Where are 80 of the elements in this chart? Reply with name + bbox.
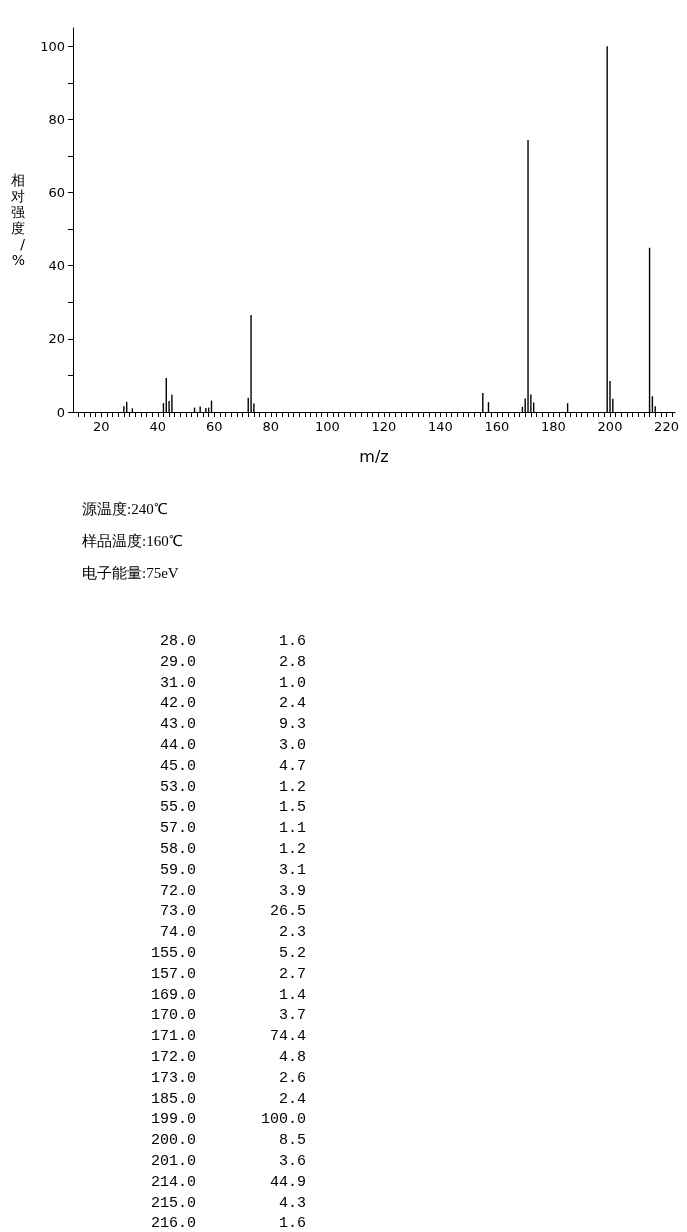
text: 3.1 xyxy=(278,860,306,881)
text: 1.0 xyxy=(278,673,306,694)
x-tick-label: 80 xyxy=(262,419,280,434)
text: 1.2 xyxy=(278,839,306,860)
x-tick-label: 60 xyxy=(206,419,223,434)
x-tick-label: 200 xyxy=(597,419,623,434)
text: 45.0 xyxy=(159,756,196,777)
text: 73.0 xyxy=(159,902,196,923)
text: 100.0 xyxy=(260,1110,306,1131)
text: 8.5 xyxy=(278,1131,306,1152)
text: 200.0 xyxy=(150,1131,196,1152)
text: 1.4 xyxy=(278,985,306,1006)
text: 59.0 xyxy=(159,860,196,881)
text: 169.0 xyxy=(150,985,196,1006)
text: 44.9 xyxy=(269,1172,306,1193)
text: 3.6 xyxy=(278,1151,306,1172)
text: 电子能量:75eV xyxy=(82,564,180,583)
text: 29.0 xyxy=(159,652,196,673)
x-tick-label: 40 xyxy=(149,419,167,434)
text: 26.5 xyxy=(269,902,306,923)
text: 170.0 xyxy=(150,1006,196,1027)
text: 1.5 xyxy=(278,798,306,819)
text: 155.0 xyxy=(150,943,196,964)
text: 2.3 xyxy=(278,923,306,944)
y-tick-label: 60 xyxy=(48,185,65,201)
text: 4.7 xyxy=(278,756,306,777)
text: 72.0 xyxy=(159,881,196,902)
x-tick-label: 160 xyxy=(484,419,510,434)
x-tick-label: 140 xyxy=(428,419,453,434)
text: 42.0 xyxy=(159,694,196,715)
text: 55.0 xyxy=(159,798,196,819)
text: 4.3 xyxy=(278,1193,306,1214)
text: 43.0 xyxy=(159,715,196,736)
text: 源温度:240℃ xyxy=(82,500,169,519)
text: 157.0 xyxy=(150,964,196,985)
x-tick-label: 220 xyxy=(654,419,679,434)
text: 1.1 xyxy=(278,819,306,840)
x-tick-label: 180 xyxy=(541,419,566,434)
text: 2.4 xyxy=(278,694,306,715)
text: 214.0 xyxy=(150,1172,196,1193)
text: 9.3 xyxy=(278,715,306,736)
text: 4.8 xyxy=(278,1047,306,1068)
text: 44.0 xyxy=(159,736,196,756)
text: 215.0 xyxy=(150,1193,196,1214)
y-tick-label: 40 xyxy=(48,258,65,274)
text: 1.6 xyxy=(278,1214,306,1232)
text: 185.0 xyxy=(150,1089,196,1110)
text: 1.2 xyxy=(278,777,306,798)
text: 31.0 xyxy=(159,673,196,694)
text: 样品温度:160℃ xyxy=(82,532,183,551)
y-axis-title: 相对强度/% xyxy=(11,172,26,268)
text: 2.4 xyxy=(278,1089,306,1110)
text: 199.0 xyxy=(150,1110,196,1131)
text: 172.0 xyxy=(150,1047,196,1068)
text: 2.7 xyxy=(278,964,306,985)
text: 5.2 xyxy=(278,943,306,964)
x-tick-label: 20 xyxy=(92,419,110,434)
y-tick-label: 100 xyxy=(40,38,65,54)
y-tick-label: 20 xyxy=(48,331,65,347)
y-tick-label: 80 xyxy=(48,111,65,127)
text: 58.0 xyxy=(159,839,196,860)
text: 173.0 xyxy=(150,1068,196,1089)
text: 201.0 xyxy=(150,1151,196,1172)
text: 74.4 xyxy=(269,1027,306,1048)
x-tick-label: 100 xyxy=(314,419,340,434)
y-tick-label: 0 xyxy=(56,404,65,420)
text: 74.0 xyxy=(159,923,196,944)
text: 3.0 xyxy=(278,736,306,756)
text: 2.6 xyxy=(278,1068,306,1089)
text: 1.6 xyxy=(278,632,306,652)
text: 3.9 xyxy=(278,881,306,902)
x-tick-label: 120 xyxy=(371,419,397,434)
text: 171.0 xyxy=(150,1027,196,1048)
text: 216.0 xyxy=(150,1214,196,1232)
text: 53.0 xyxy=(159,777,196,798)
x-axis-title: m/z xyxy=(359,446,389,466)
text: 2.8 xyxy=(278,652,306,673)
text: 3.7 xyxy=(278,1006,306,1027)
text: 28.0 xyxy=(159,632,196,652)
text: 57.0 xyxy=(159,819,196,840)
